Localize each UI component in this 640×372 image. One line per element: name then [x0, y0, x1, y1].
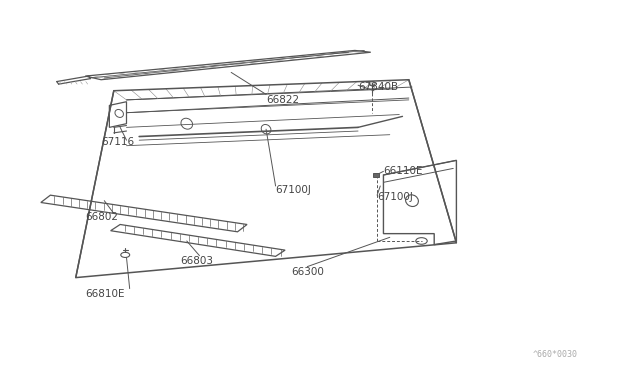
Text: 66822: 66822	[266, 95, 299, 105]
Text: 66802: 66802	[85, 212, 118, 222]
Text: ^660*0030: ^660*0030	[532, 350, 577, 359]
Text: 66803: 66803	[180, 256, 213, 266]
Text: 67116: 67116	[101, 137, 134, 147]
Text: 66300: 66300	[291, 267, 324, 277]
Bar	[372, 173, 379, 177]
Text: 67100J: 67100J	[377, 192, 413, 202]
Text: 67100J: 67100J	[276, 185, 312, 195]
Text: 66110E: 66110E	[383, 166, 423, 176]
Text: 67840B: 67840B	[358, 82, 398, 92]
Text: 66810E: 66810E	[85, 289, 125, 299]
